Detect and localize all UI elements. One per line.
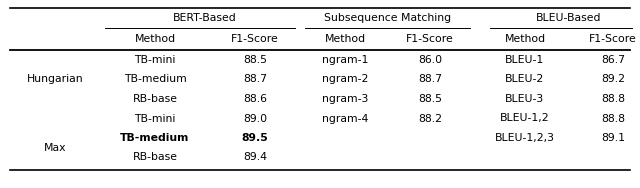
Text: BLEU-1,2,3: BLEU-1,2,3	[495, 133, 555, 143]
Text: 89.0: 89.0	[243, 114, 267, 124]
Text: 86.0: 86.0	[418, 55, 442, 65]
Text: BLEU-3: BLEU-3	[506, 94, 545, 104]
Text: ngram-4: ngram-4	[322, 114, 368, 124]
Text: TB-mini: TB-mini	[134, 114, 176, 124]
Text: TB-medium: TB-medium	[124, 74, 186, 84]
Text: Hungarian: Hungarian	[27, 74, 83, 84]
Text: 89.2: 89.2	[601, 74, 625, 84]
Text: ngram-2: ngram-2	[322, 74, 368, 84]
Text: 89.5: 89.5	[242, 133, 268, 143]
Text: 88.5: 88.5	[243, 55, 267, 65]
Text: RB-base: RB-base	[132, 94, 177, 104]
Text: 88.8: 88.8	[601, 94, 625, 104]
Text: ngram-1: ngram-1	[322, 55, 368, 65]
Text: 89.1: 89.1	[601, 133, 625, 143]
Text: Method: Method	[504, 34, 545, 44]
Text: Max: Max	[44, 143, 67, 153]
Text: BLEU-1: BLEU-1	[506, 55, 545, 65]
Text: Subsequence Matching: Subsequence Matching	[324, 13, 451, 23]
Text: F1-Score: F1-Score	[231, 34, 279, 44]
Text: 88.7: 88.7	[243, 74, 267, 84]
Text: F1-Score: F1-Score	[589, 34, 637, 44]
Text: BLEU-Based: BLEU-Based	[536, 13, 602, 23]
Text: BLEU-1,2: BLEU-1,2	[500, 114, 550, 124]
Text: 88.6: 88.6	[243, 94, 267, 104]
Text: F1-Score: F1-Score	[406, 34, 454, 44]
Text: 88.5: 88.5	[418, 94, 442, 104]
Text: Method: Method	[134, 34, 175, 44]
Text: 88.7: 88.7	[418, 74, 442, 84]
Text: RB-base: RB-base	[132, 152, 177, 162]
Text: ngram-3: ngram-3	[322, 94, 368, 104]
Text: TB-medium: TB-medium	[120, 133, 189, 143]
Text: 88.8: 88.8	[601, 114, 625, 124]
Text: 89.4: 89.4	[243, 152, 267, 162]
Text: BLEU-2: BLEU-2	[506, 74, 545, 84]
Text: BERT-Based: BERT-Based	[173, 13, 237, 23]
Text: 88.2: 88.2	[418, 114, 442, 124]
Text: 86.7: 86.7	[601, 55, 625, 65]
Text: TB-mini: TB-mini	[134, 55, 176, 65]
Text: Method: Method	[324, 34, 365, 44]
